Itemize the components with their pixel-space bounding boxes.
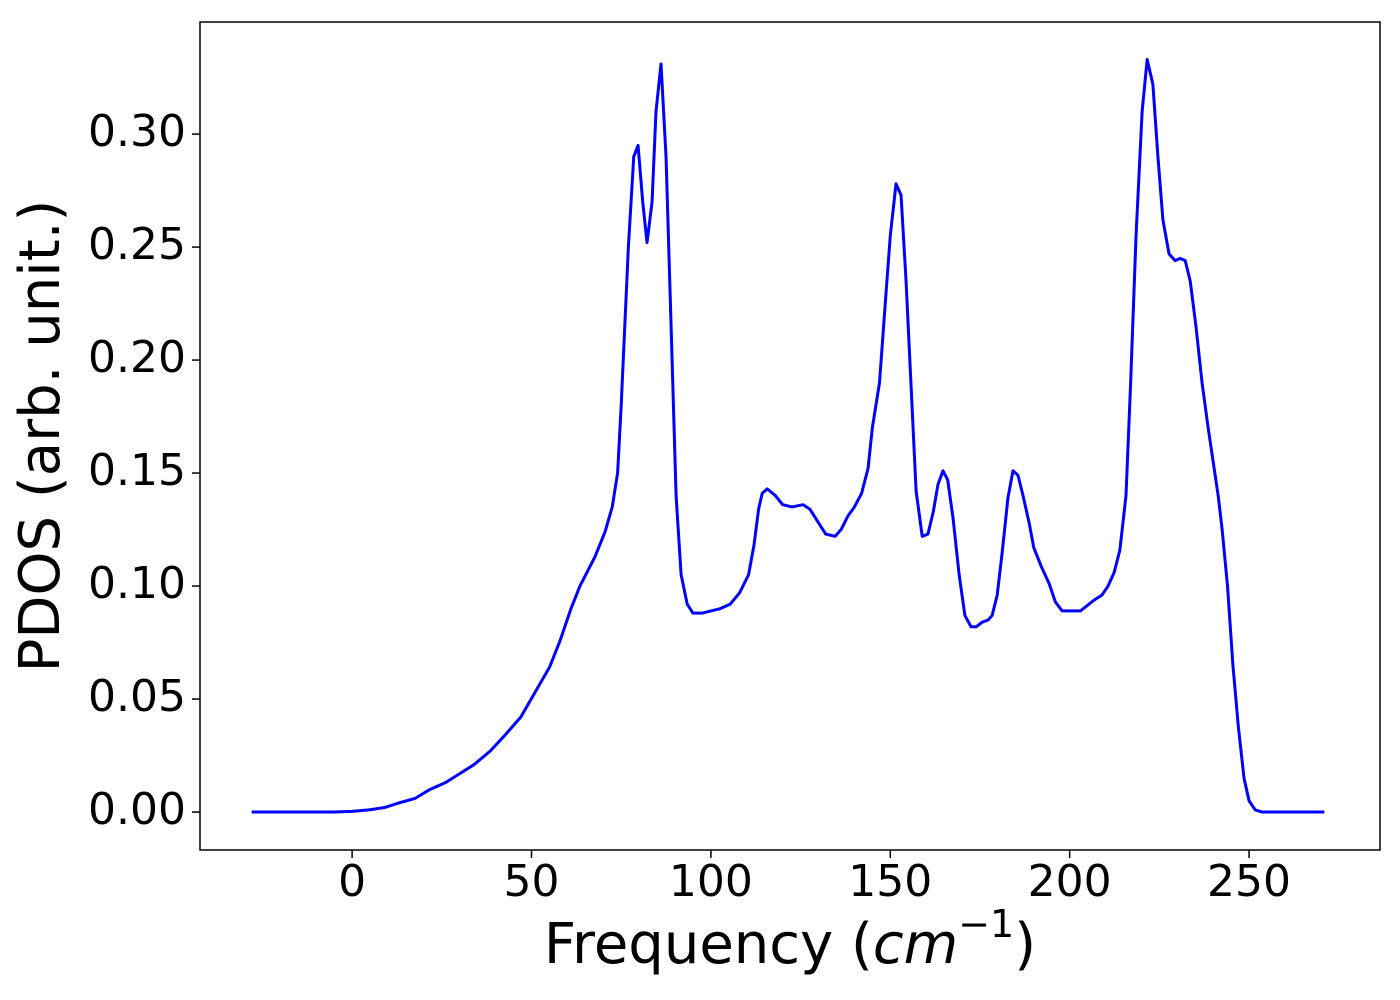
x-label-sup: −1 xyxy=(958,902,1014,946)
plot-frame xyxy=(199,21,1381,851)
x-label-close: ) xyxy=(1014,912,1036,977)
y-tick-label: 0.25 xyxy=(88,219,186,270)
y-tick-label: 0.30 xyxy=(88,106,186,157)
data-line xyxy=(251,58,1325,814)
x-tick-label: 0 xyxy=(338,856,366,907)
x-tick-label: 50 xyxy=(504,856,560,907)
x-axis-label: Frequency (cm−1) xyxy=(544,902,1036,978)
x-tick-label: 100 xyxy=(669,856,753,907)
x-label-math: cm xyxy=(873,912,958,977)
x-label-text: Frequency ( xyxy=(544,912,873,977)
x-tick-label: 200 xyxy=(1028,856,1112,907)
y-tick-label: 0.00 xyxy=(88,784,186,835)
y-tick-label: 0.15 xyxy=(88,445,186,496)
y-tick-label: 0.20 xyxy=(88,332,186,383)
y-tick-label: 0.05 xyxy=(88,671,186,722)
x-tick-label: 150 xyxy=(848,856,932,907)
y-tick-label: 0.10 xyxy=(88,558,186,609)
x-tick-label: 250 xyxy=(1207,856,1291,907)
y-axis-label: PDOS (arb. unit.) xyxy=(8,200,73,673)
